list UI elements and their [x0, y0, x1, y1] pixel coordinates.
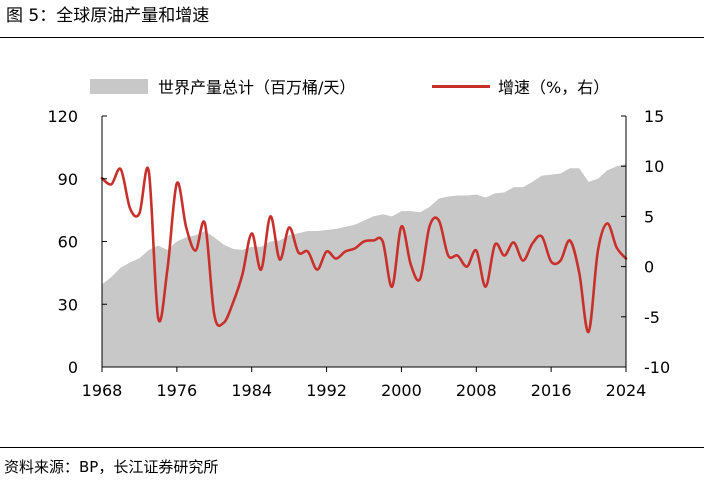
left-tick-label: 30 [58, 295, 78, 314]
figure-title: 图 5：全球原油产量和增速 [6, 6, 210, 26]
x-tick-label: 1984 [231, 381, 272, 400]
right-tick-label: -5 [644, 308, 660, 327]
right-tick-label: 5 [644, 207, 654, 226]
x-tick-label: 2024 [606, 381, 647, 400]
left-tick-label: 120 [47, 107, 78, 126]
right-axis-ticks: 15 10 5 0 -5 -10 [621, 107, 670, 377]
top-rule [0, 37, 704, 38]
right-tick-label: 0 [644, 258, 654, 277]
right-tick-label: -10 [644, 358, 670, 377]
right-tick-label: 15 [644, 107, 664, 126]
legend-area-label: 世界产量总计（百万桶/天） [158, 78, 355, 97]
x-tick-label: 2016 [531, 381, 572, 400]
left-tick-label: 90 [58, 170, 78, 189]
x-axis-ticks: 1968 1976 1984 1992 2000 2008 2016 2024 [82, 367, 647, 400]
left-tick-label: 0 [68, 358, 78, 377]
right-tick-label: 10 [644, 157, 664, 176]
legend-area-swatch [90, 79, 148, 94]
production-area [102, 164, 626, 367]
source-note: 资料来源：BP，长江证券研究所 [4, 458, 219, 476]
bottom-rule [0, 447, 704, 448]
left-axis-ticks: 120 90 60 30 0 [47, 107, 107, 377]
x-tick-label: 1992 [306, 381, 347, 400]
x-tick-label: 2000 [381, 381, 422, 400]
legend-line-label: 增速（%，右） [498, 78, 609, 97]
x-tick-label: 1968 [82, 381, 123, 400]
x-tick-label: 1976 [156, 381, 197, 400]
legend: 世界产量总计（百万桶/天） 增速（%，右） [90, 78, 609, 97]
growth-line [100, 166, 628, 334]
x-tick-label: 2008 [456, 381, 497, 400]
left-tick-label: 60 [58, 233, 78, 252]
